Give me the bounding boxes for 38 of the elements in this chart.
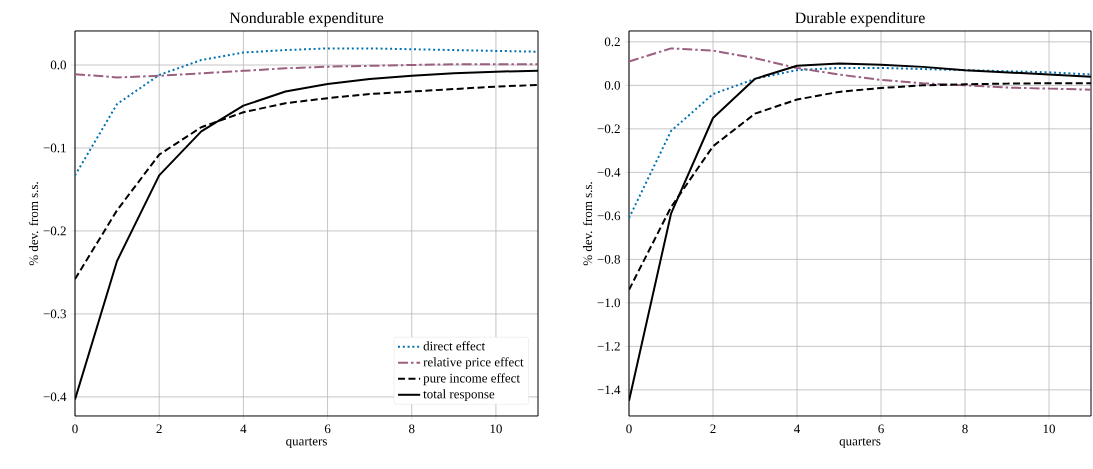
y-tick-label: −0.3 bbox=[43, 309, 66, 319]
y-axis-title: % dev. from s.s. bbox=[582, 182, 593, 266]
x-tick-label: 6 bbox=[324, 424, 331, 434]
line-series bbox=[75, 47, 539, 177]
y-tick-label: −0.8 bbox=[597, 254, 621, 264]
x-tick-label: 4 bbox=[794, 424, 801, 434]
y-tick-label: −1.0 bbox=[597, 298, 621, 308]
x-tick-label: 2 bbox=[156, 424, 162, 434]
y-tick-label: −1.4 bbox=[597, 385, 621, 395]
y-tick-label: 0.2 bbox=[604, 37, 620, 47]
line-series bbox=[629, 47, 1092, 91]
legend-label: direct effect bbox=[423, 341, 486, 351]
y-tick-label: −0.6 bbox=[597, 211, 621, 221]
x-tick-label: 2 bbox=[710, 424, 716, 434]
y-tick-label: 0.0 bbox=[604, 80, 621, 90]
x-axis-title: quarters bbox=[839, 438, 881, 449]
x-tick-label: 10 bbox=[1043, 424, 1055, 434]
chart-title: Durable expenditure bbox=[795, 12, 925, 27]
y-tick-label: −0.2 bbox=[43, 226, 66, 236]
y-tick-label: −1.2 bbox=[597, 342, 620, 351]
legend-label: pure income effect bbox=[423, 373, 520, 386]
x-tick-label: 0 bbox=[72, 424, 78, 434]
legend-label: relative price effect bbox=[423, 357, 524, 370]
x-axis-title: quarters bbox=[286, 438, 327, 449]
chart-title: Nondurable expenditure bbox=[229, 12, 384, 27]
x-tick-label: 6 bbox=[878, 424, 884, 434]
y-tick-label: −0.4 bbox=[43, 392, 67, 402]
x-tick-label: 8 bbox=[409, 424, 415, 434]
y-tick-label: −0.1 bbox=[43, 143, 66, 153]
y-tick-label: −0.4 bbox=[597, 167, 621, 177]
legend-label: total response bbox=[423, 389, 495, 402]
x-tick-label: 8 bbox=[962, 424, 968, 434]
y-tick-label: 0.0 bbox=[50, 60, 67, 70]
y-axis-title: % dev. from s.s. bbox=[28, 182, 39, 266]
x-tick-label: 4 bbox=[240, 424, 247, 434]
x-tick-label: 0 bbox=[626, 424, 632, 434]
y-tick-label: −0.2 bbox=[597, 124, 620, 134]
x-tick-label: 10 bbox=[490, 424, 502, 434]
